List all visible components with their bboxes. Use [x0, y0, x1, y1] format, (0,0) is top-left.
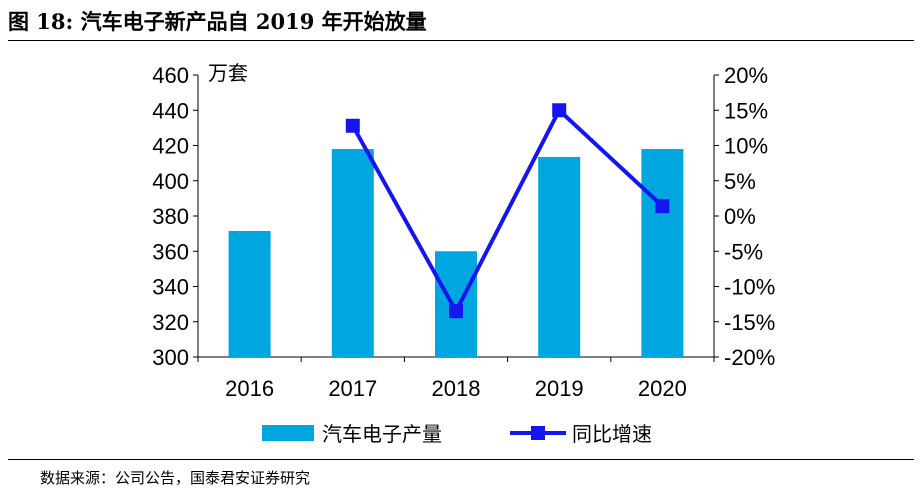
x-tick-label: 2016	[225, 376, 274, 401]
x-tick-label: 2018	[432, 376, 481, 401]
right-tick-label: 0%	[724, 204, 756, 229]
x-tick-label: 2017	[328, 376, 377, 401]
legend-line-marker	[531, 426, 545, 440]
line-growth	[351, 106, 664, 316]
right-tick-label: -5%	[724, 239, 763, 264]
left-tick-label: 360	[152, 239, 189, 264]
x-tick-label: 2020	[638, 376, 687, 401]
left-tick-label: 340	[152, 275, 189, 300]
bar-2020	[641, 149, 684, 357]
right-tick-label: 20%	[724, 63, 768, 88]
bar-2017	[331, 149, 374, 357]
marker-2018	[449, 304, 463, 319]
bar-2018	[435, 251, 477, 357]
bar-2019	[538, 156, 581, 357]
marker-2019	[552, 103, 567, 118]
source-divider	[8, 459, 914, 460]
marker-2017	[345, 118, 360, 133]
marker-2020	[655, 199, 670, 214]
right-tick-label: -10%	[724, 275, 775, 300]
right-tick-label: -20%	[724, 345, 775, 370]
right-tick-label: 5%	[724, 169, 756, 194]
left-axis-unit: 万套	[208, 62, 248, 85]
left-tick-label: 400	[152, 169, 189, 194]
left-tick-label: 460	[152, 63, 189, 88]
right-tick-label: 15%	[724, 98, 768, 123]
left-tick-label: 300	[152, 345, 189, 370]
legend-bar-swatch	[262, 425, 314, 441]
source-note: 数据来源：公司公告，国泰君安证券研究	[40, 469, 311, 487]
left-tick-label: 320	[152, 310, 189, 335]
legend-line-label: 同比增速	[572, 423, 652, 446]
right-tick-label: 10%	[724, 134, 768, 159]
bar-2016	[228, 230, 271, 357]
left-tick-label: 440	[152, 98, 189, 123]
left-tick-label: 420	[152, 134, 189, 159]
title-divider	[8, 40, 914, 41]
legend-bar-label: 汽车电子产量	[322, 423, 442, 446]
x-tick-label: 2019	[535, 376, 584, 401]
left-tick-label: 380	[152, 204, 189, 229]
figure-title: 图 18: 汽车电子新产品自 2019 年开始放量	[8, 9, 427, 34]
right-tick-label: -15%	[724, 310, 775, 335]
